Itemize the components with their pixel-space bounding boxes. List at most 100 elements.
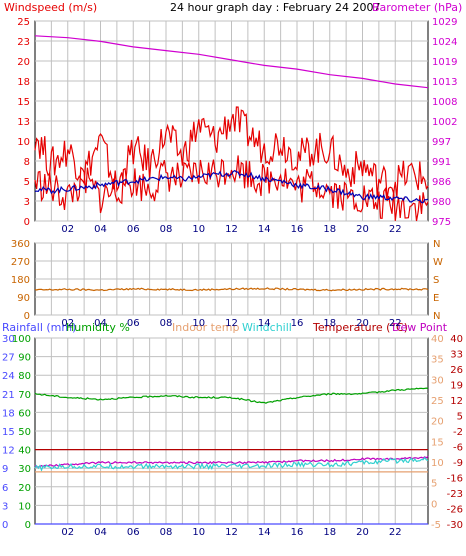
series-line-humidity bbox=[34, 387, 429, 404]
x-tick-label: 16 bbox=[291, 224, 304, 235]
indoor-tick-label: 30 bbox=[431, 375, 444, 386]
left-tick-label: 3 bbox=[24, 197, 30, 208]
temp-tick-label: -16 bbox=[447, 474, 463, 485]
temp-tick-label: -26 bbox=[447, 505, 463, 516]
humidity-tick-label: 70 bbox=[18, 390, 31, 401]
x-tick-label: 06 bbox=[127, 527, 140, 538]
x-tick-label: 10 bbox=[192, 224, 205, 235]
left-tick-label: 23 bbox=[17, 37, 30, 48]
x-tick-label: 16 bbox=[291, 527, 304, 538]
temp-tick-label: 12 bbox=[450, 396, 463, 407]
temp-tick-label: 40 bbox=[450, 334, 463, 345]
x-tick-label: 04 bbox=[94, 527, 107, 538]
x-tick-label: 04 bbox=[94, 318, 107, 329]
right-tick-label: 1029 bbox=[432, 17, 457, 28]
temp-tick-label: -9 bbox=[453, 458, 463, 469]
rain-tick-label: 3 bbox=[2, 501, 8, 512]
windspeed-label: Windspeed (m/s) bbox=[4, 1, 97, 14]
indoor-tick-label: 10 bbox=[431, 458, 444, 469]
series-line-windchill bbox=[34, 456, 429, 472]
left-tick-label: 180 bbox=[11, 275, 30, 286]
left-tick-label: 20 bbox=[17, 57, 30, 68]
temp-tick-label: 26 bbox=[450, 365, 463, 376]
rain-tick-label: 24 bbox=[2, 371, 15, 382]
right-tick-label: 1008 bbox=[432, 97, 457, 108]
x-tick-label: 08 bbox=[160, 318, 173, 329]
x-tick-label: 02 bbox=[61, 527, 74, 538]
indoor-tick-label: 15 bbox=[431, 437, 444, 448]
x-tick-label: 14 bbox=[258, 224, 271, 235]
windchill-label: Windchill bbox=[242, 321, 292, 334]
x-tick-label: 16 bbox=[291, 318, 304, 329]
indoor-tick-label: 25 bbox=[431, 396, 444, 407]
left-tick-label: 8 bbox=[24, 157, 30, 168]
humidity-tick-label: 80 bbox=[18, 371, 31, 382]
rain-tick-label: 21 bbox=[2, 390, 15, 401]
temp-tick-label: 5 bbox=[457, 412, 463, 423]
right-tick-label: 997 bbox=[432, 137, 451, 148]
series-line-wind bbox=[34, 155, 429, 222]
x-tick-label: 18 bbox=[323, 318, 336, 329]
indoor-tick-label: 40 bbox=[431, 334, 444, 345]
humidity-tick-label: 30 bbox=[18, 464, 31, 475]
temp-tick-label: -30 bbox=[447, 520, 463, 531]
x-tick-label: 06 bbox=[127, 224, 140, 235]
series-line-dew bbox=[34, 455, 429, 468]
rain-tick-label: 0 bbox=[2, 520, 8, 531]
x-tick-label: 10 bbox=[192, 527, 205, 538]
right-tick-label: 986 bbox=[432, 177, 451, 188]
x-tick-label: 18 bbox=[323, 527, 336, 538]
humidity-tick-label: 100 bbox=[12, 334, 31, 345]
series-line-wind bbox=[34, 106, 429, 199]
x-tick-label: 22 bbox=[389, 318, 402, 329]
x-tick-label: 22 bbox=[389, 527, 402, 538]
x-tick-label: 08 bbox=[160, 224, 173, 235]
x-tick-label: 12 bbox=[225, 224, 238, 235]
left-tick-label: 360 bbox=[11, 239, 30, 250]
left-tick-label: 90 bbox=[17, 293, 30, 304]
left-tick-label: 270 bbox=[11, 257, 30, 268]
x-tick-label: 20 bbox=[356, 318, 369, 329]
temp-tick-label: -2 bbox=[453, 427, 463, 438]
x-tick-label: 10 bbox=[192, 318, 205, 329]
left-tick-label: 18 bbox=[17, 77, 30, 88]
right-tick-label: 975 bbox=[432, 217, 451, 228]
indoor-tick-label: -5 bbox=[431, 520, 441, 531]
rain-tick-label: 27 bbox=[2, 353, 15, 364]
indoor-tick-label: 5 bbox=[431, 479, 437, 490]
x-tick-label: 12 bbox=[225, 318, 238, 329]
left-tick-label: 0 bbox=[24, 311, 30, 322]
x-tick-label: 14 bbox=[258, 318, 271, 329]
humidity-tick-label: 50 bbox=[18, 427, 31, 438]
right-tick-label: W bbox=[433, 257, 443, 268]
x-tick-label: 02 bbox=[61, 318, 74, 329]
indoor-tick-label: 35 bbox=[431, 355, 444, 366]
right-tick-label: N bbox=[433, 311, 440, 322]
temp-tick-label: 33 bbox=[450, 350, 463, 361]
rain-tick-label: 12 bbox=[2, 446, 15, 457]
right-tick-label: 1024 bbox=[432, 37, 457, 48]
left-tick-label: 25 bbox=[17, 17, 30, 28]
humidity-tick-label: 20 bbox=[18, 483, 31, 494]
temp-tick-label: -23 bbox=[447, 489, 463, 500]
right-tick-label: E bbox=[433, 293, 439, 304]
left-tick-label: 13 bbox=[17, 117, 30, 128]
rainfall-label: Rainfall (mm) bbox=[2, 321, 76, 334]
right-tick-label: S bbox=[433, 275, 439, 286]
x-tick-label: 08 bbox=[160, 527, 173, 538]
humidity-tick-label: 90 bbox=[18, 353, 31, 364]
rain-tick-label: 9 bbox=[2, 464, 8, 475]
x-tick-label: 14 bbox=[258, 527, 271, 538]
rain-tick-label: 18 bbox=[2, 408, 15, 419]
right-tick-label: 1002 bbox=[432, 117, 457, 128]
left-tick-label: 5 bbox=[24, 177, 30, 188]
right-tick-label: N bbox=[433, 239, 440, 250]
rain-tick-label: 30 bbox=[2, 334, 15, 345]
x-tick-label: 04 bbox=[94, 224, 107, 235]
x-tick-label: 20 bbox=[356, 527, 369, 538]
barometer-label: Barometer (hPa) bbox=[372, 1, 462, 14]
x-tick-label: 20 bbox=[356, 224, 369, 235]
x-tick-label: 18 bbox=[323, 224, 336, 235]
indoor-temp-label: Indoor temp bbox=[172, 321, 239, 334]
dewpoint-label: Dew Point bbox=[392, 321, 448, 334]
